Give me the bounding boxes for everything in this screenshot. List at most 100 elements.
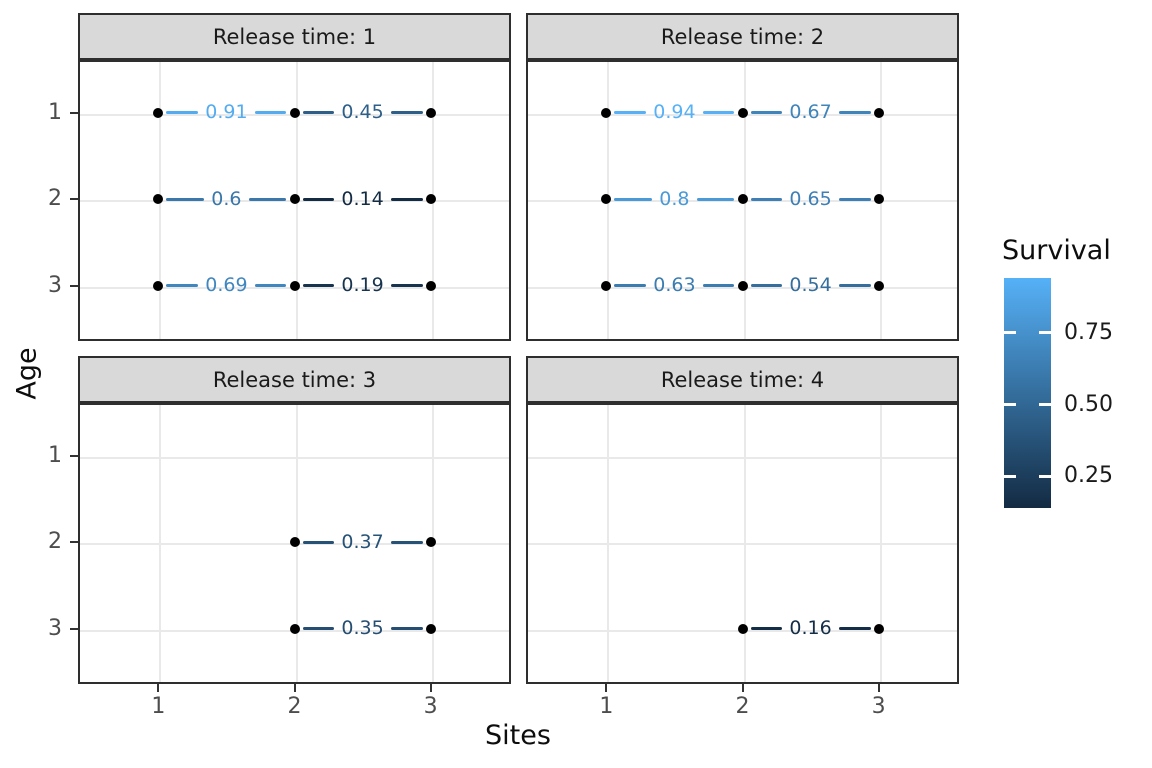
data-point — [601, 107, 612, 118]
survival-segment: 0.16 — [750, 617, 871, 641]
segment-line — [838, 627, 871, 631]
facet-strip-label: Release time: 2 — [660, 24, 825, 49]
segment-line — [390, 627, 423, 631]
segment-line — [750, 627, 783, 631]
y-axis-tick-mark — [70, 541, 78, 544]
segment-line — [614, 284, 647, 288]
data-point — [425, 623, 436, 634]
data-point — [153, 194, 164, 205]
x-axis-tick-label: 3 — [423, 694, 438, 719]
data-point — [873, 194, 884, 205]
survival-segment: 0.6 — [166, 187, 287, 211]
data-point — [425, 280, 436, 291]
y-axis-tick-mark — [70, 198, 78, 201]
data-point — [153, 280, 164, 291]
data-point — [289, 623, 300, 634]
y-axis-title: Age — [11, 347, 43, 400]
legend-tick-label: 0.25 — [1064, 463, 1113, 489]
gridline-y — [528, 543, 957, 546]
segment-line — [838, 111, 871, 115]
segment-line — [750, 284, 783, 288]
x-axis-tick-mark — [605, 684, 608, 692]
segment-value-label: 0.45 — [341, 101, 384, 124]
y-axis-tick-label: 1 — [48, 442, 62, 468]
segment-line — [750, 111, 783, 115]
segment-value-label: 0.37 — [341, 530, 384, 553]
segment-value-label: 0.63 — [653, 274, 696, 297]
data-point — [425, 107, 436, 118]
legend-tick-mark — [1004, 474, 1016, 478]
segment-line — [696, 197, 735, 201]
segment-line — [390, 540, 423, 544]
facet-strip-label: Release time: 1 — [212, 24, 377, 49]
segment-value-label: 0.35 — [341, 617, 384, 640]
segment-line — [614, 197, 653, 201]
segment-line — [166, 197, 205, 201]
survival-segment: 0.69 — [166, 274, 287, 298]
segment-line — [390, 111, 423, 115]
segment-line — [302, 197, 335, 201]
legend-gradient-bar — [1004, 278, 1051, 508]
data-point — [873, 280, 884, 291]
survival-segment: 0.19 — [302, 274, 423, 298]
data-point — [601, 280, 612, 291]
gridline-y — [80, 456, 509, 459]
segment-line — [702, 284, 735, 288]
data-point — [289, 537, 300, 548]
x-axis-tick-label: 2 — [735, 694, 750, 719]
legend-title: Survival — [1002, 235, 1111, 266]
x-axis-tick-mark — [429, 684, 432, 692]
x-axis-tick-label: 1 — [151, 694, 166, 719]
survival-segment: 0.67 — [750, 101, 871, 125]
segment-line — [750, 197, 783, 201]
facet-strip: Release time: 3 — [78, 356, 511, 403]
facet-strip-label: Release time: 3 — [212, 367, 377, 392]
survival-segment: 0.37 — [302, 530, 423, 554]
y-axis-tick-label: 3 — [48, 272, 62, 298]
survival-segment: 0.8 — [614, 187, 735, 211]
segment-value-label: 0.6 — [211, 187, 242, 210]
legend-tick-mark — [1039, 403, 1051, 406]
legend-tick-label: 0.50 — [1064, 391, 1113, 417]
legend-tick-label: 0.75 — [1064, 319, 1113, 345]
segment-line — [302, 111, 335, 115]
data-point — [873, 107, 884, 118]
data-point — [737, 280, 748, 291]
data-point — [289, 107, 300, 118]
segment-line — [254, 111, 287, 115]
survival-segment: 0.63 — [614, 274, 735, 298]
x-axis-tick-mark — [157, 684, 160, 692]
segment-line — [248, 197, 287, 201]
facet-panel — [526, 403, 959, 684]
data-point — [289, 280, 300, 291]
data-point — [737, 194, 748, 205]
segment-line — [166, 284, 199, 288]
y-axis-tick-mark — [70, 284, 78, 287]
y-axis-tick-label: 2 — [48, 529, 62, 555]
data-point — [737, 623, 748, 634]
data-point — [289, 194, 300, 205]
survival-segment: 0.14 — [302, 187, 423, 211]
segment-line — [614, 111, 647, 115]
segment-value-label: 0.94 — [653, 101, 696, 124]
x-axis-tick-mark — [877, 684, 880, 692]
segment-line — [390, 284, 423, 288]
segment-line — [838, 284, 871, 288]
data-point — [425, 194, 436, 205]
gridline-y — [528, 456, 957, 459]
data-point — [873, 623, 884, 634]
segment-line — [390, 197, 423, 201]
facet-strip: Release time: 2 — [526, 13, 959, 60]
y-axis-tick-label: 1 — [48, 99, 62, 125]
segment-line — [302, 540, 335, 544]
y-axis-tick-mark — [70, 111, 78, 114]
segment-value-label: 0.69 — [205, 274, 248, 297]
segment-value-label: 0.54 — [789, 274, 832, 297]
segment-value-label: 0.8 — [659, 187, 690, 210]
segment-line — [702, 111, 735, 115]
legend-tick-mark — [1039, 331, 1051, 335]
legend-tick-mark — [1039, 474, 1051, 478]
x-axis-tick-mark — [293, 684, 296, 692]
legend-tick-mark — [1004, 331, 1016, 335]
